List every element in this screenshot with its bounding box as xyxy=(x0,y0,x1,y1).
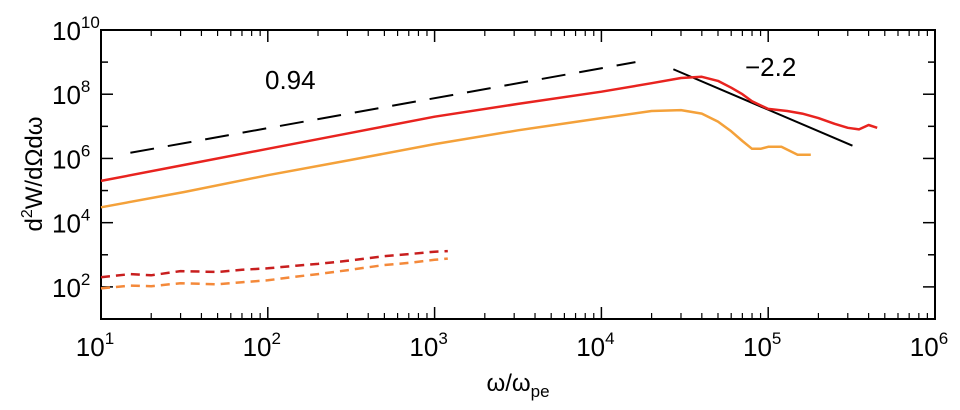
y-tick-label: 104 xyxy=(52,206,90,239)
x-tick-label: 103 xyxy=(409,329,447,362)
x-tick-label: 104 xyxy=(576,329,614,362)
plot-frame xyxy=(100,29,936,320)
x-tick-label: 101 xyxy=(76,329,114,362)
series-line-1 xyxy=(100,108,811,209)
series-line-0 xyxy=(100,75,878,183)
y-tick-label: 1010 xyxy=(52,13,100,46)
y-tick-label: 106 xyxy=(52,141,90,174)
ticks-group xyxy=(100,29,936,320)
annotation-slope-0-94: 0.94 xyxy=(265,65,316,95)
series-group xyxy=(100,75,878,290)
y-tick-label: 102 xyxy=(52,270,90,303)
series-line-3 xyxy=(100,257,448,290)
x-tick-label: 106 xyxy=(910,329,948,362)
tick-labels-group: 101 102 103 104 105 106 102 104 106 108 1010 xyxy=(52,13,948,362)
y-axis-title: d2W/dΩdω xyxy=(19,117,48,232)
fit-line-slope-0-94 xyxy=(130,61,636,154)
x-axis-title: ω/ωpe xyxy=(486,370,549,401)
y-axis-title-sup: 2 xyxy=(19,209,36,218)
x-tick-label: 102 xyxy=(243,329,281,362)
x-axis-title-sub: pe xyxy=(531,382,550,401)
series-line-2 xyxy=(100,249,448,279)
y-tick-label: 108 xyxy=(52,77,90,110)
x-tick-label: 105 xyxy=(743,329,781,362)
annotation-slope-minus-2-2: −2.2 xyxy=(745,52,796,82)
